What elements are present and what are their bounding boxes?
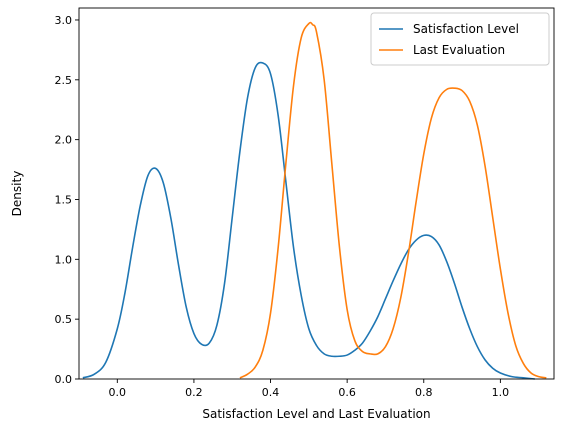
- x-tick-label: 0.2: [185, 386, 203, 399]
- y-tick-label: 1.5: [55, 193, 73, 206]
- y-tick-label: 2.5: [55, 74, 73, 87]
- x-axis-ticks: 0.0 0.2 0.4 0.6 0.8 1.0: [109, 379, 510, 399]
- x-axis-label: Satisfaction Level and Last Evaluation: [202, 407, 430, 421]
- x-tick-label: 0.0: [109, 386, 127, 399]
- y-axis-ticks: 0.0 0.5 1.0 1.5 2.0 2.5 3.0: [55, 14, 79, 386]
- y-tick-label: 1.0: [55, 253, 73, 266]
- series-line-last-evaluation: [239, 21, 547, 379]
- y-tick-label: 0.0: [55, 373, 73, 386]
- legend-label-last-evaluation: Last Evaluation: [413, 43, 505, 57]
- x-tick-label: 0.4: [262, 386, 280, 399]
- legend-label-satisfaction-level: Satisfaction Level: [413, 22, 519, 36]
- legend: Satisfaction Level Last Evaluation: [370, 12, 550, 66]
- series-line-satisfaction-level: [82, 61, 535, 380]
- y-tick-label: 2.0: [55, 134, 73, 147]
- x-tick-label: 0.8: [415, 386, 433, 399]
- x-tick-label: 0.6: [338, 386, 356, 399]
- x-tick-label: 1.0: [492, 386, 510, 399]
- y-tick-label: 0.5: [55, 313, 73, 326]
- legend-box: [370, 12, 550, 66]
- y-tick-label: 3.0: [55, 14, 73, 27]
- series-layer: [82, 21, 547, 380]
- y-axis-label: Density: [10, 171, 24, 217]
- plot-frame: [78, 7, 555, 380]
